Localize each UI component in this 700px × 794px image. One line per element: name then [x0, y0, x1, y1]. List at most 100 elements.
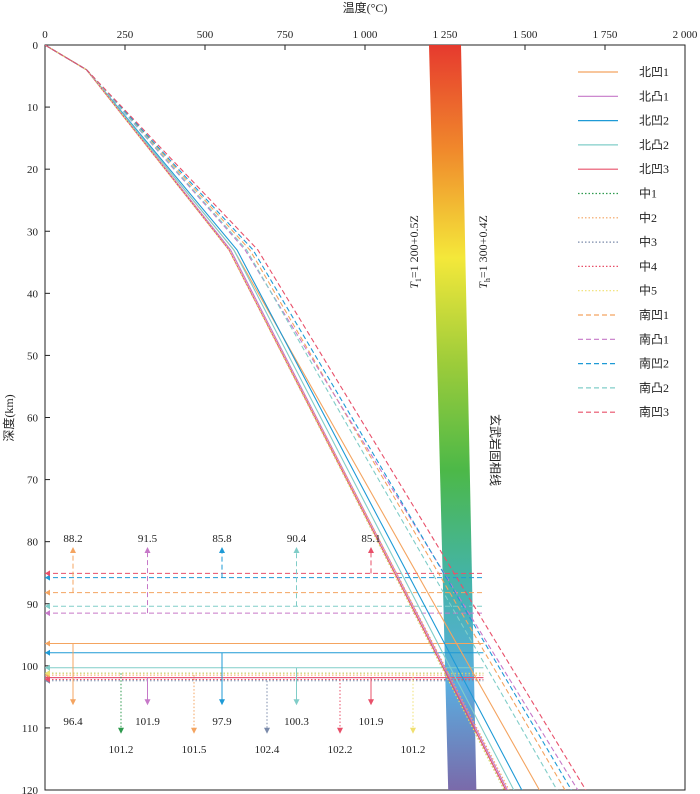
legend-label: 北凸1	[639, 89, 669, 103]
lab-arrowhead	[368, 699, 374, 706]
lab-depth-value: 102.4	[255, 744, 280, 756]
lab-arrows: 96.4 101.9 97.9 100.3 101.9 101.2 101.5 102.4 10…	[63, 533, 425, 756]
lab-arrowhead	[219, 699, 225, 706]
x-tick-label: 1 000	[353, 29, 378, 41]
y-axis-ticks: 0 10 20 30 40 50 60 70 80 90 100 110 120	[22, 40, 50, 794]
legend-label: 北凹3	[639, 162, 669, 176]
lab-depth-value: 101.9	[135, 716, 160, 728]
lab-depth-arrowhead	[45, 610, 50, 617]
y-tick-label: 0	[33, 40, 39, 52]
legend-label: 中1	[639, 186, 657, 201]
eq-expression: =1 200+0.5Z	[407, 215, 421, 278]
solidus-label: 玄武岩固相线	[488, 414, 503, 486]
lab-depth-arrowhead	[45, 574, 50, 581]
solidus-upper-equation: Th=1 300+0.4Z	[476, 215, 492, 289]
x-tick-label: 2 000	[673, 29, 698, 41]
y-tick-label: 120	[22, 785, 39, 794]
lab-depth-value: 101.2	[109, 744, 134, 756]
legend-label: 北凹1	[639, 65, 669, 79]
legend-label: 中5	[639, 283, 657, 298]
legend-label: 北凸2	[639, 138, 669, 152]
lab-depth-arrowhead	[45, 664, 50, 671]
y-tick-label: 20	[27, 164, 39, 176]
lab-depth-value: 101.9	[359, 716, 384, 728]
lab-arrowhead	[219, 546, 225, 553]
lab-arrowhead	[144, 699, 151, 706]
eq-variable: T	[407, 281, 421, 289]
x-tick-label: 1 750	[593, 29, 618, 41]
lab-arrowhead	[293, 699, 300, 706]
x-tick-label: 1 500	[513, 29, 538, 41]
y-tick-label: 90	[27, 599, 39, 611]
legend-label: 南凹1	[639, 307, 669, 322]
y-tick-label: 80	[27, 537, 39, 549]
lab-depth-value: 88.2	[63, 533, 82, 545]
x-tick-label: 500	[197, 29, 214, 41]
lab-depth-value: 100.3	[284, 716, 309, 728]
lab-depth-lines	[45, 570, 484, 684]
lab-depth-arrowhead	[45, 570, 50, 577]
solidus-band	[429, 45, 477, 790]
lab-arrowhead	[264, 727, 270, 734]
lab-depth-arrowhead	[45, 676, 50, 683]
legend-label: 南凹3	[639, 404, 669, 419]
eq-subscript: h	[483, 278, 492, 282]
legend-label: 南凸2	[639, 380, 669, 395]
y-tick-label: 70	[27, 475, 39, 487]
lab-depth-value: 90.4	[287, 533, 307, 545]
lab-depth-value: 101.5	[182, 744, 207, 756]
solidus-band-fill	[429, 45, 477, 790]
y-tick-label: 30	[27, 226, 39, 238]
lab-arrowhead	[368, 546, 374, 553]
series-lines	[45, 45, 587, 790]
legend-label: 中4	[639, 258, 657, 273]
geotherm-line	[45, 45, 507, 790]
geotherm-line	[45, 45, 566, 790]
legend-label: 中3	[639, 234, 657, 249]
y-tick-label: 110	[22, 723, 39, 735]
y-axis-title: 深度(km)	[1, 394, 16, 441]
lab-depth-arrowhead	[45, 640, 50, 647]
lab-arrowhead	[410, 727, 416, 734]
y-tick-label: 60	[27, 413, 39, 425]
eq-variable: T	[476, 281, 490, 289]
lab-depth-value: 85.1	[361, 533, 380, 545]
x-tick-label: 250	[117, 29, 134, 41]
geotherm-line	[45, 45, 510, 790]
lab-arrowhead	[293, 546, 300, 553]
lab-depth-arrowhead	[45, 589, 50, 596]
y-tick-label: 40	[27, 288, 39, 300]
geotherm-line	[45, 45, 505, 790]
lab-depth-arrowhead	[45, 603, 50, 610]
lab-arrowhead	[337, 727, 343, 734]
lab-depth-value: 85.8	[212, 533, 232, 545]
legend-label: 南凸1	[639, 331, 669, 346]
eq-subscript: 1	[414, 278, 423, 282]
legend-label: 南凹2	[639, 356, 669, 371]
lab-arrowhead	[70, 699, 76, 706]
lab-depth-arrowhead	[45, 649, 50, 656]
lab-arrowhead	[144, 546, 151, 553]
lab-depth-value: 101.2	[401, 744, 426, 756]
lab-depth-value: 97.9	[212, 716, 232, 728]
lab-depth-arrowhead	[45, 670, 50, 677]
y-tick-label: 50	[27, 350, 39, 362]
lab-arrowhead	[191, 727, 197, 734]
y-tick-label: 10	[27, 102, 39, 114]
x-axis-title: 温度(°C)	[343, 0, 388, 15]
y-tick-label: 100	[22, 661, 39, 673]
eq-expression: =1 300+0.4Z	[476, 215, 490, 278]
solidus-lower-equation: T1=1 200+0.5Z	[407, 215, 423, 289]
legend-label: 北凹2	[639, 114, 669, 128]
x-tick-label: 1 250	[433, 29, 458, 41]
lab-depth-value: 91.5	[138, 533, 158, 545]
lab-arrowhead	[70, 546, 76, 553]
lab-depth-value: 96.4	[63, 716, 83, 728]
legend-label: 中2	[639, 210, 657, 225]
geotherm-line	[45, 45, 587, 790]
lab-depth-value: 102.2	[328, 744, 353, 756]
legend: 北凹1 北凸1 北凹2 北凸2 北凹3 中1 中2 中3 中4 中5 南凹1 南凸1 南凹2 南凸2 南凹3	[578, 65, 669, 419]
geotherm-line	[45, 45, 558, 790]
